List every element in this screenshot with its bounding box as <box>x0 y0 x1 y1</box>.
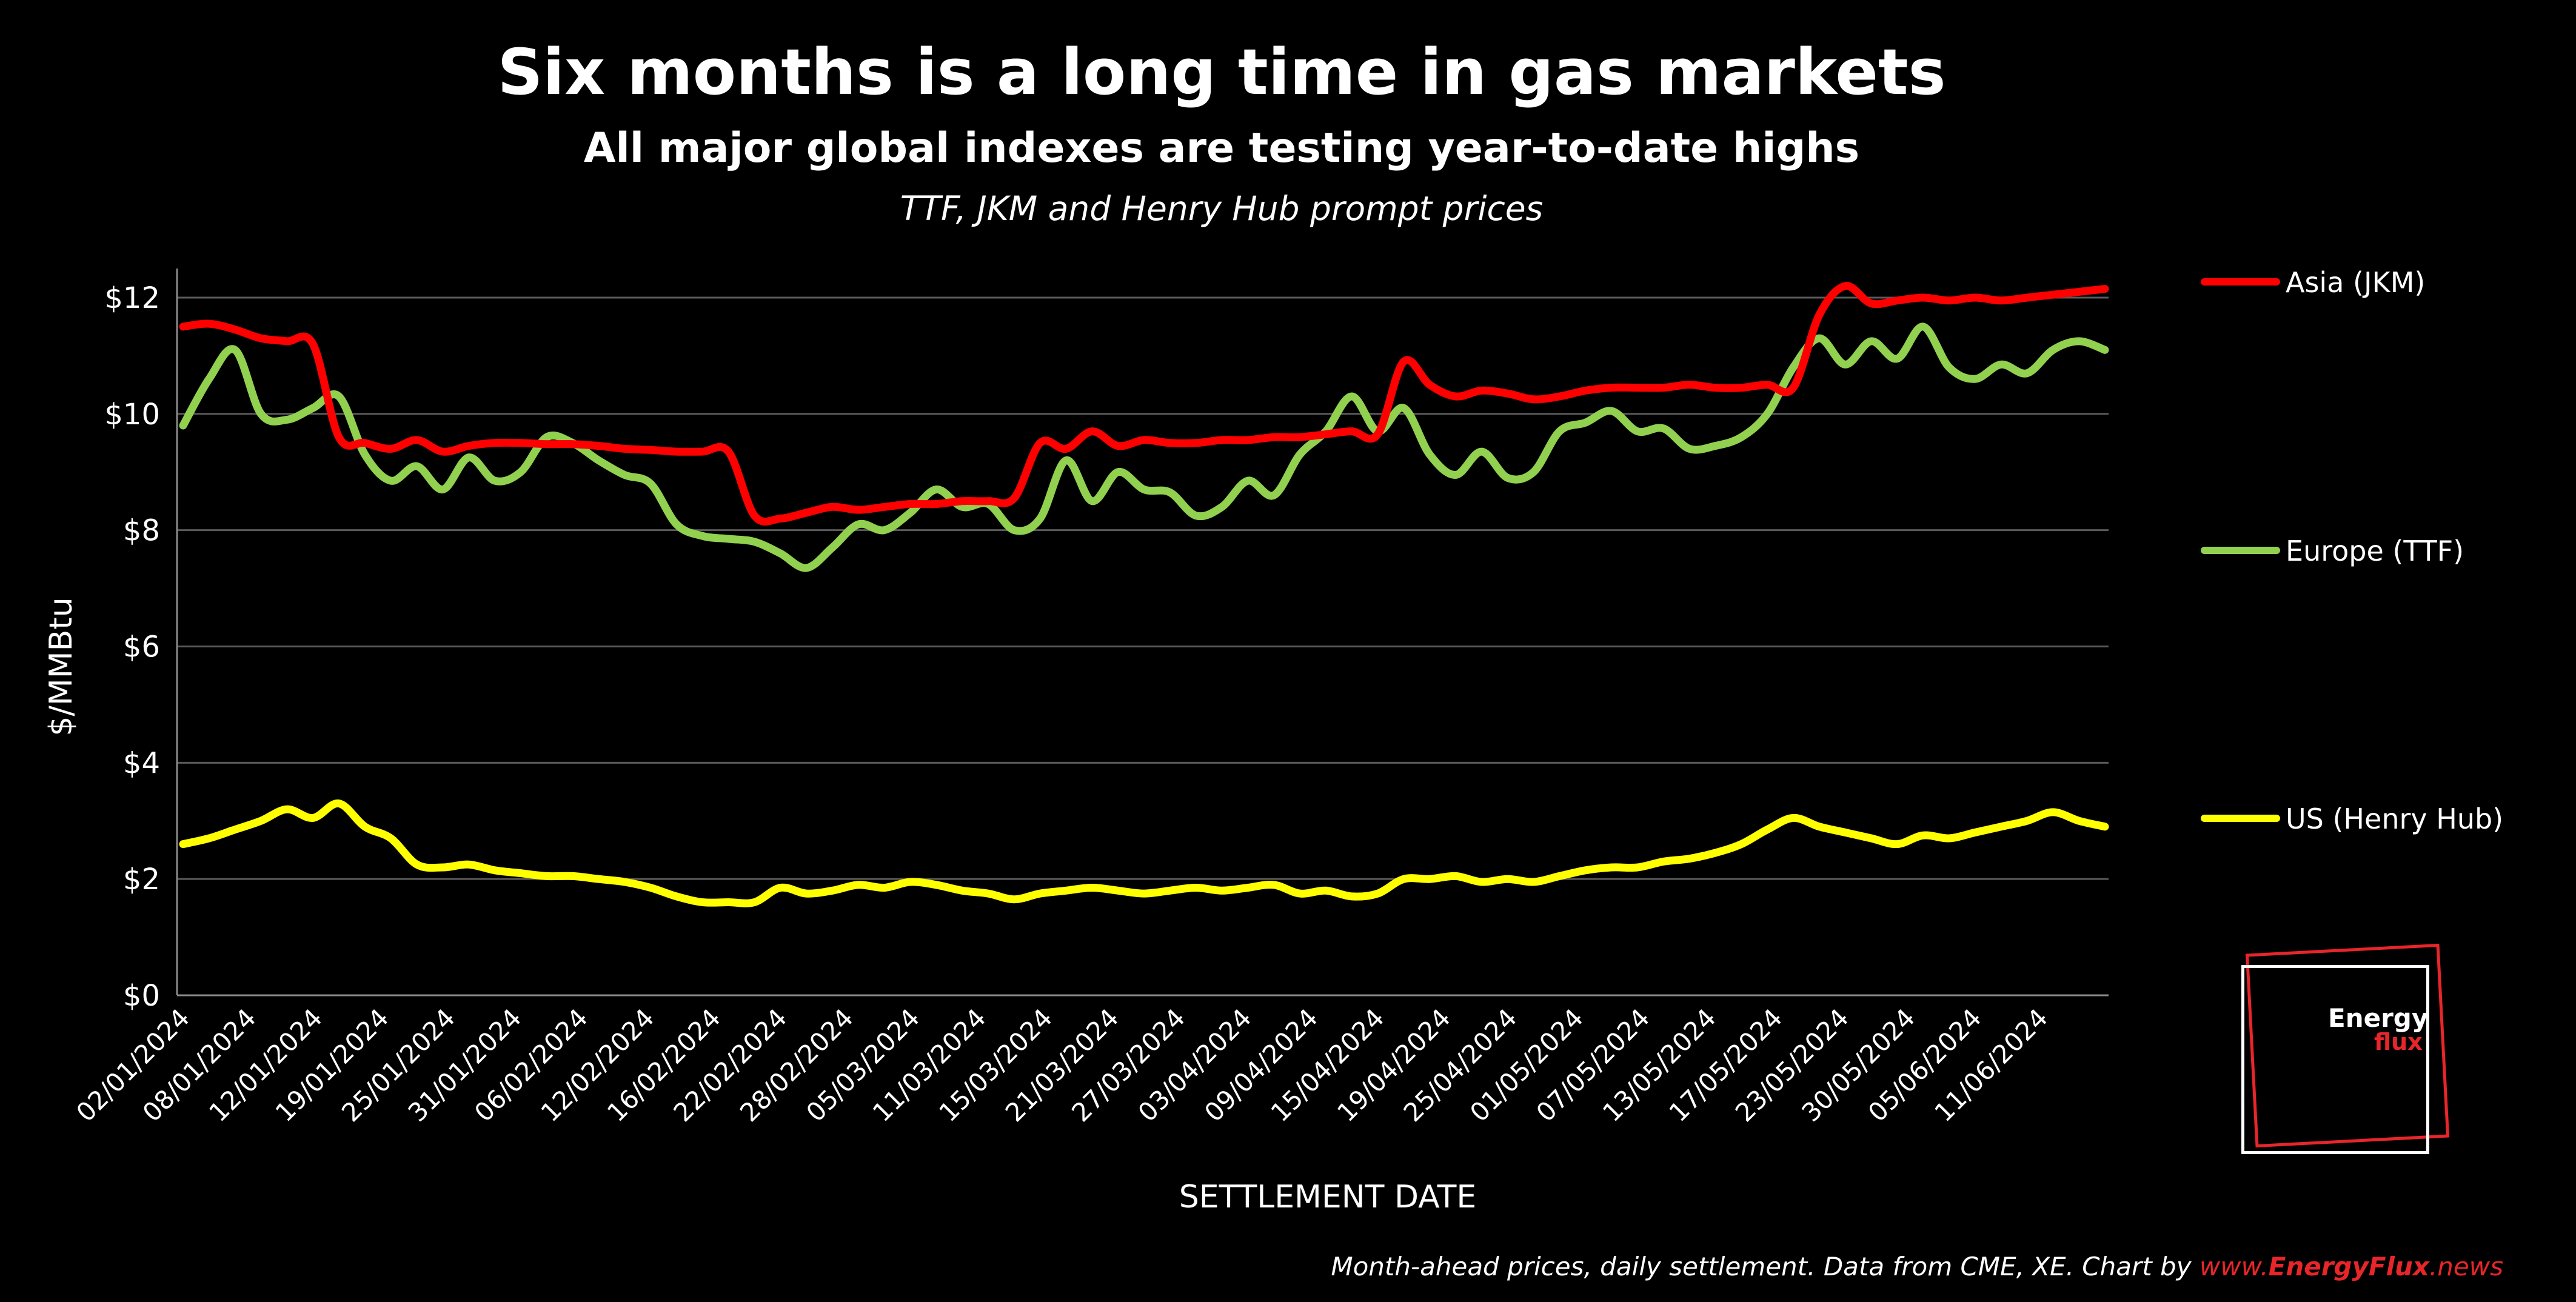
legend-label: Europe (TTF) <box>2286 535 2464 567</box>
axes <box>176 269 2109 997</box>
legend-label: US (Henry Hub) <box>2286 803 2503 835</box>
chart-title: Six months is a long time in gas markets <box>497 35 1946 109</box>
y-tick-label: $0 <box>123 979 160 1013</box>
y-tick-label: $6 <box>123 630 160 664</box>
logo-text-energy: Energy <box>2328 1003 2429 1033</box>
y-tick-label: $8 <box>123 514 160 548</box>
y-tick-label: $12 <box>104 281 160 315</box>
logo-frame <box>2241 965 2429 1154</box>
legend: Asia (JKM) Europe (TTF) US (Henry Hub) <box>2201 266 2503 835</box>
series-line-europe-ttf <box>179 322 2109 572</box>
source-footer: Month-ahead prices, daily settlement. Da… <box>1331 1252 2503 1281</box>
chart-subtitle: All major global indexes are testing yea… <box>583 124 1860 172</box>
y-tick-label: $2 <box>123 863 160 896</box>
footer-link[interactable]: www.EnergyFlux.news <box>2200 1252 2503 1281</box>
gridlines <box>177 296 2109 880</box>
series-lines <box>179 282 2109 907</box>
footer-link-suffix: .news <box>2429 1252 2503 1281</box>
footer-text: Month-ahead prices, daily settlement. Da… <box>1331 1252 2200 1281</box>
footer-link-brand: EnergyFlux <box>2268 1252 2429 1281</box>
chart-subsubtitle: TTF, JKM and Henry Hub prompt prices <box>900 189 1544 228</box>
y-tick-label: $4 <box>123 746 160 780</box>
logo-text-flux: flux <box>2374 1029 2423 1055</box>
x-axis-label: SETTLEMENT DATE <box>1179 1179 1477 1215</box>
y-ticks: $0 $2 $4 $6 $8 $10 $12 <box>104 281 160 1013</box>
y-tick-label: $10 <box>104 398 160 432</box>
legend-label: Asia (JKM) <box>2286 266 2425 299</box>
x-ticks: 02/01/202408/01/202412/01/202419/01/2024… <box>70 1003 2053 1127</box>
footer-link-prefix: www. <box>2199 1252 2269 1281</box>
y-axis-label: $/MMBtu <box>43 597 79 736</box>
series-line-asia-jkm <box>179 282 2109 526</box>
series-line-us-henry-hub <box>179 800 2109 907</box>
